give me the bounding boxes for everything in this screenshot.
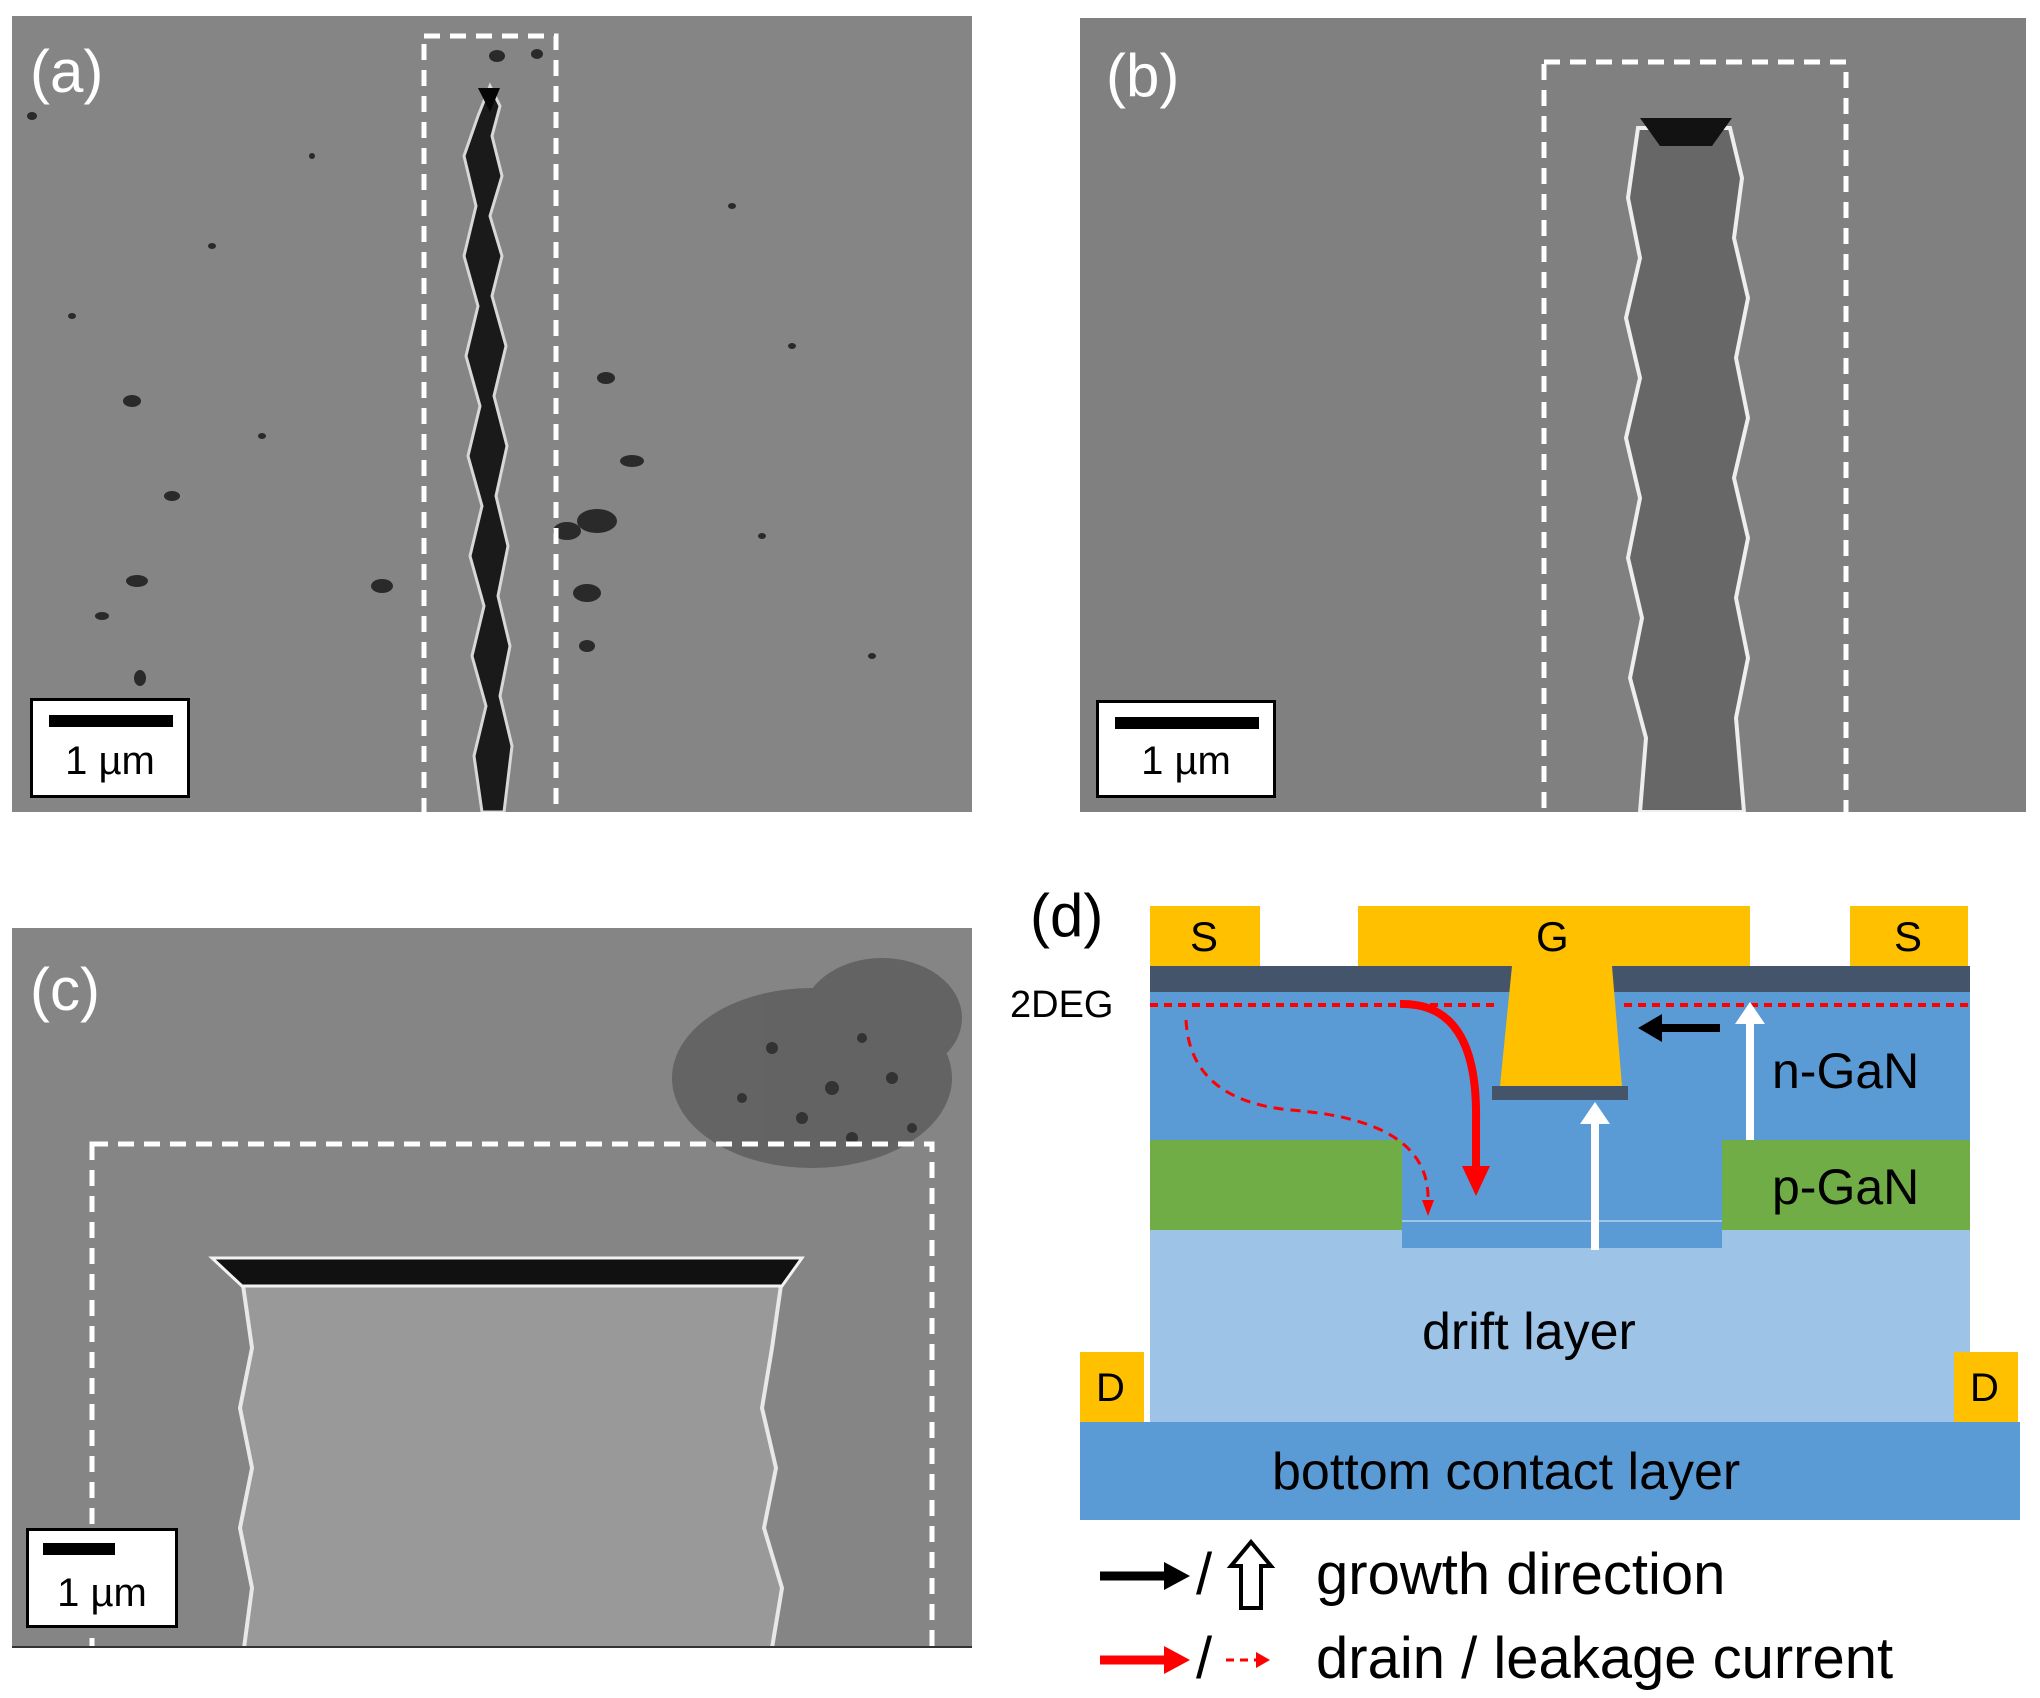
panel-a: (a) 1 µm [12, 16, 972, 812]
drain-current-arrow [1399, 999, 1481, 1170]
panel-d: (d) S G S D D 2DEG n-GaN p-GaN drift lay… [990, 870, 2040, 1693]
drift-layer [1150, 1220, 1970, 1422]
growth-arrow-center [1580, 1102, 1610, 1124]
gate-dielectric [1492, 1086, 1628, 1100]
legend-slash-1: / [1196, 1542, 1213, 1607]
source-right-label: S [1894, 913, 1923, 960]
legend-growth-black-arrow [1164, 1562, 1190, 1590]
panel-c: (c) 1 µm [12, 928, 972, 1648]
n-gan-label: n-GaN [1772, 1043, 1920, 1099]
drain-left-label: D [1096, 1366, 1125, 1410]
scale-label-c: 1 µm [57, 1571, 147, 1615]
twodeg-label: 2DEG [1010, 984, 1114, 1026]
scale-bar-b [1115, 717, 1259, 729]
scale-label-b: 1 µm [1141, 739, 1231, 783]
barrier-left [1150, 966, 1516, 992]
panel-c-label: (c) [30, 956, 100, 1023]
sem-image-b [1080, 18, 2026, 812]
panel-d-label: (d) [1030, 882, 1104, 949]
legend-current-text: drain / leakage current [1316, 1626, 1894, 1691]
source-left [1150, 906, 1260, 966]
scale-bar-box-b: 1 µm [1096, 700, 1276, 798]
source-right [1850, 906, 1968, 966]
leakage-current-arrow [1184, 1019, 1430, 1201]
drain-right [1954, 1352, 2018, 1422]
drain-left [1080, 1352, 1144, 1422]
barrier-right [1608, 966, 1970, 992]
device-schematic [1080, 906, 2020, 1674]
scale-label-a: 1 µm [65, 739, 155, 783]
scale-bar-c [43, 1543, 115, 1555]
bottom-contact-label: bottom contact layer [1272, 1443, 1741, 1501]
p-gan-left [1150, 1140, 1402, 1230]
legend-leakage-dashed-arrow [1256, 1652, 1270, 1668]
gate-stem [1500, 966, 1622, 1086]
sem-image-a [12, 16, 972, 812]
bottom-contact-layer [1080, 1422, 2020, 1520]
growth-arrow-right [1735, 1002, 1765, 1024]
scale-bar-box-c: 1 µm [26, 1528, 178, 1628]
panel-b-label: (b) [1106, 42, 1180, 109]
gate-top [1358, 906, 1750, 966]
legend-growth-outline-arrow [1226, 1538, 1276, 1610]
legend-current-red-arrow [1164, 1646, 1190, 1674]
panel-a-label: (a) [30, 38, 104, 105]
source-left-label: S [1190, 913, 1219, 960]
p-gan-label: p-GaN [1772, 1159, 1920, 1215]
legend-growth-text: growth direction [1316, 1542, 1726, 1607]
legend-slash-2: / [1196, 1626, 1213, 1691]
p-gan-right [1722, 1140, 1970, 1230]
drain-right-label: D [1970, 1366, 1999, 1410]
scale-bar-a [49, 715, 173, 727]
gate-label: G [1536, 913, 1569, 960]
drift-layer-label: drift layer [1422, 1303, 1636, 1361]
lateral-growth-arrow [1638, 1014, 1662, 1042]
scale-bar-box-a: 1 µm [30, 698, 190, 798]
panel-b: (b) 1 µm [1080, 18, 2026, 812]
